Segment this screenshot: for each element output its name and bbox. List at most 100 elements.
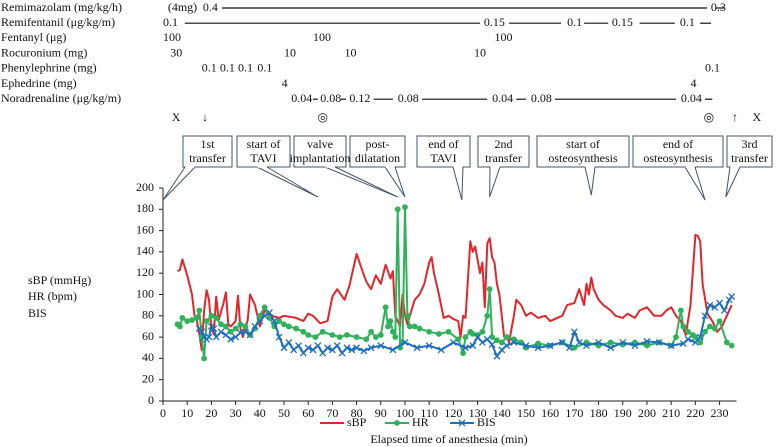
- event-symbol: ↓: [202, 110, 208, 124]
- data-point: [382, 304, 389, 311]
- y-axis-title: sBP (mmHg): [28, 273, 91, 287]
- y-tick-label: 100: [136, 286, 154, 300]
- data-point: [402, 204, 408, 211]
- data-point: [486, 286, 493, 293]
- data-point: [314, 342, 322, 350]
- data-point: [575, 338, 583, 346]
- legend-label: BIS: [477, 415, 496, 429]
- data-point: [546, 342, 554, 350]
- x-tick-label: 40: [254, 406, 266, 420]
- data-point: [701, 312, 709, 320]
- x-tick-label: 60: [302, 406, 314, 420]
- dose-label: 0.08: [531, 91, 552, 105]
- dose-label: 10: [474, 45, 486, 59]
- data-point: [680, 323, 687, 330]
- data-point: [493, 352, 501, 360]
- dose-label: 0.4: [203, 0, 218, 14]
- x-tick-label: 190: [614, 406, 632, 420]
- x-tick-label: 120: [444, 406, 462, 420]
- data-point: [469, 342, 477, 350]
- x-tick-label: 230: [711, 406, 729, 420]
- data-point: [285, 323, 292, 330]
- event-box: [632, 135, 724, 168]
- x-tick-label: 140: [493, 406, 511, 420]
- data-point: [270, 317, 278, 325]
- data-point: [373, 334, 379, 341]
- data-point: [494, 337, 500, 344]
- data-point: [566, 344, 573, 352]
- data-point: [312, 334, 319, 341]
- data-point: [483, 335, 491, 343]
- data-point: [203, 318, 210, 325]
- event-label: transfer: [731, 151, 768, 165]
- data-point: [510, 338, 518, 346]
- data-point: [595, 338, 603, 346]
- x-tick-label: 80: [351, 406, 363, 420]
- data-point: [251, 322, 259, 330]
- data-point: [184, 318, 191, 325]
- data-point: [285, 338, 293, 346]
- event-pointer: [384, 166, 406, 198]
- data-point: [177, 323, 183, 330]
- x-tick-label: 220: [686, 406, 704, 420]
- data-point: [534, 344, 542, 352]
- event-pointer: [452, 166, 464, 201]
- dose-label: 100: [313, 30, 331, 44]
- x-tick-label: 30: [230, 406, 242, 420]
- data-point: [201, 355, 208, 362]
- data-point: [367, 344, 375, 352]
- y-tick-label: 20: [142, 371, 154, 385]
- drug-name: Phenylephrine (mg): [1, 61, 97, 75]
- data-point: [213, 315, 220, 321]
- y-tick-label: 120: [136, 265, 154, 279]
- y-tick-label: 200: [136, 180, 154, 194]
- legend-label: HR: [412, 415, 429, 429]
- data-point: [435, 331, 442, 337]
- data-point: [208, 312, 215, 319]
- x-tick-label: 70: [326, 406, 338, 420]
- data-point: [368, 328, 375, 335]
- x-tick-label: 50: [278, 406, 290, 420]
- data-point: [469, 331, 476, 337]
- data-point: [241, 328, 249, 336]
- data-point: [644, 342, 650, 349]
- data-point: [324, 344, 332, 352]
- y-tick-label: 180: [136, 201, 154, 215]
- event-label: 1st: [200, 137, 215, 151]
- data-point: [697, 339, 704, 346]
- data-point: [319, 328, 326, 335]
- data-point: [558, 338, 566, 346]
- data-point: [462, 334, 469, 341]
- event-label: 3rd: [742, 137, 758, 151]
- data-point: [363, 336, 370, 343]
- data-point: [389, 328, 396, 335]
- data-point: [280, 344, 288, 352]
- event-pointer: [584, 166, 596, 196]
- event-symbol: ◎: [704, 110, 714, 124]
- data-point: [728, 293, 736, 301]
- data-point: [348, 346, 356, 354]
- data-point: [489, 334, 495, 341]
- dose-label: 0.1: [202, 61, 217, 75]
- data-point: [329, 332, 336, 338]
- data-point: [416, 325, 423, 332]
- dose-label: 0.15: [484, 15, 505, 29]
- data-point: [276, 318, 283, 325]
- data-point: [232, 325, 239, 332]
- dose-label: 0.04: [681, 91, 702, 105]
- data-point: [189, 317, 195, 323]
- data-point: [319, 349, 327, 357]
- event-box: [293, 135, 347, 168]
- y-tick-label: 80: [142, 308, 154, 322]
- data-point: [691, 338, 699, 346]
- data-point: [711, 325, 718, 332]
- dose-label: 100: [163, 30, 181, 44]
- drug-name: Remifentanil (μg/kg/m): [1, 15, 115, 29]
- x-tick-label: 0: [160, 406, 166, 420]
- data-point: [385, 323, 391, 330]
- data-point: [394, 206, 401, 213]
- x-tick-label: 160: [541, 406, 559, 420]
- data-point: [462, 344, 469, 352]
- dose-label: 100: [495, 30, 513, 44]
- data-point: [702, 328, 708, 335]
